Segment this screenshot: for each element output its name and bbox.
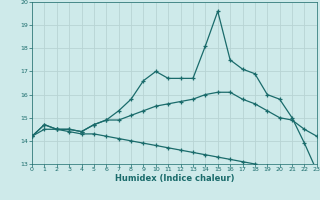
X-axis label: Humidex (Indice chaleur): Humidex (Indice chaleur) — [115, 174, 234, 183]
